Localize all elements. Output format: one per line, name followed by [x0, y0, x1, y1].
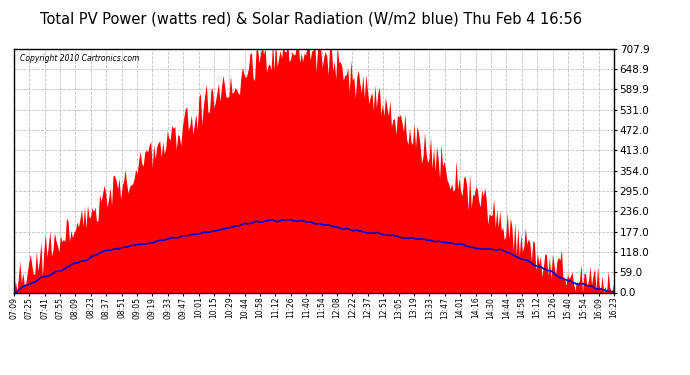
- Text: Copyright 2010 Cartronics.com: Copyright 2010 Cartronics.com: [20, 54, 139, 63]
- Text: Total PV Power (watts red) & Solar Radiation (W/m2 blue) Thu Feb 4 16:56: Total PV Power (watts red) & Solar Radia…: [39, 11, 582, 26]
